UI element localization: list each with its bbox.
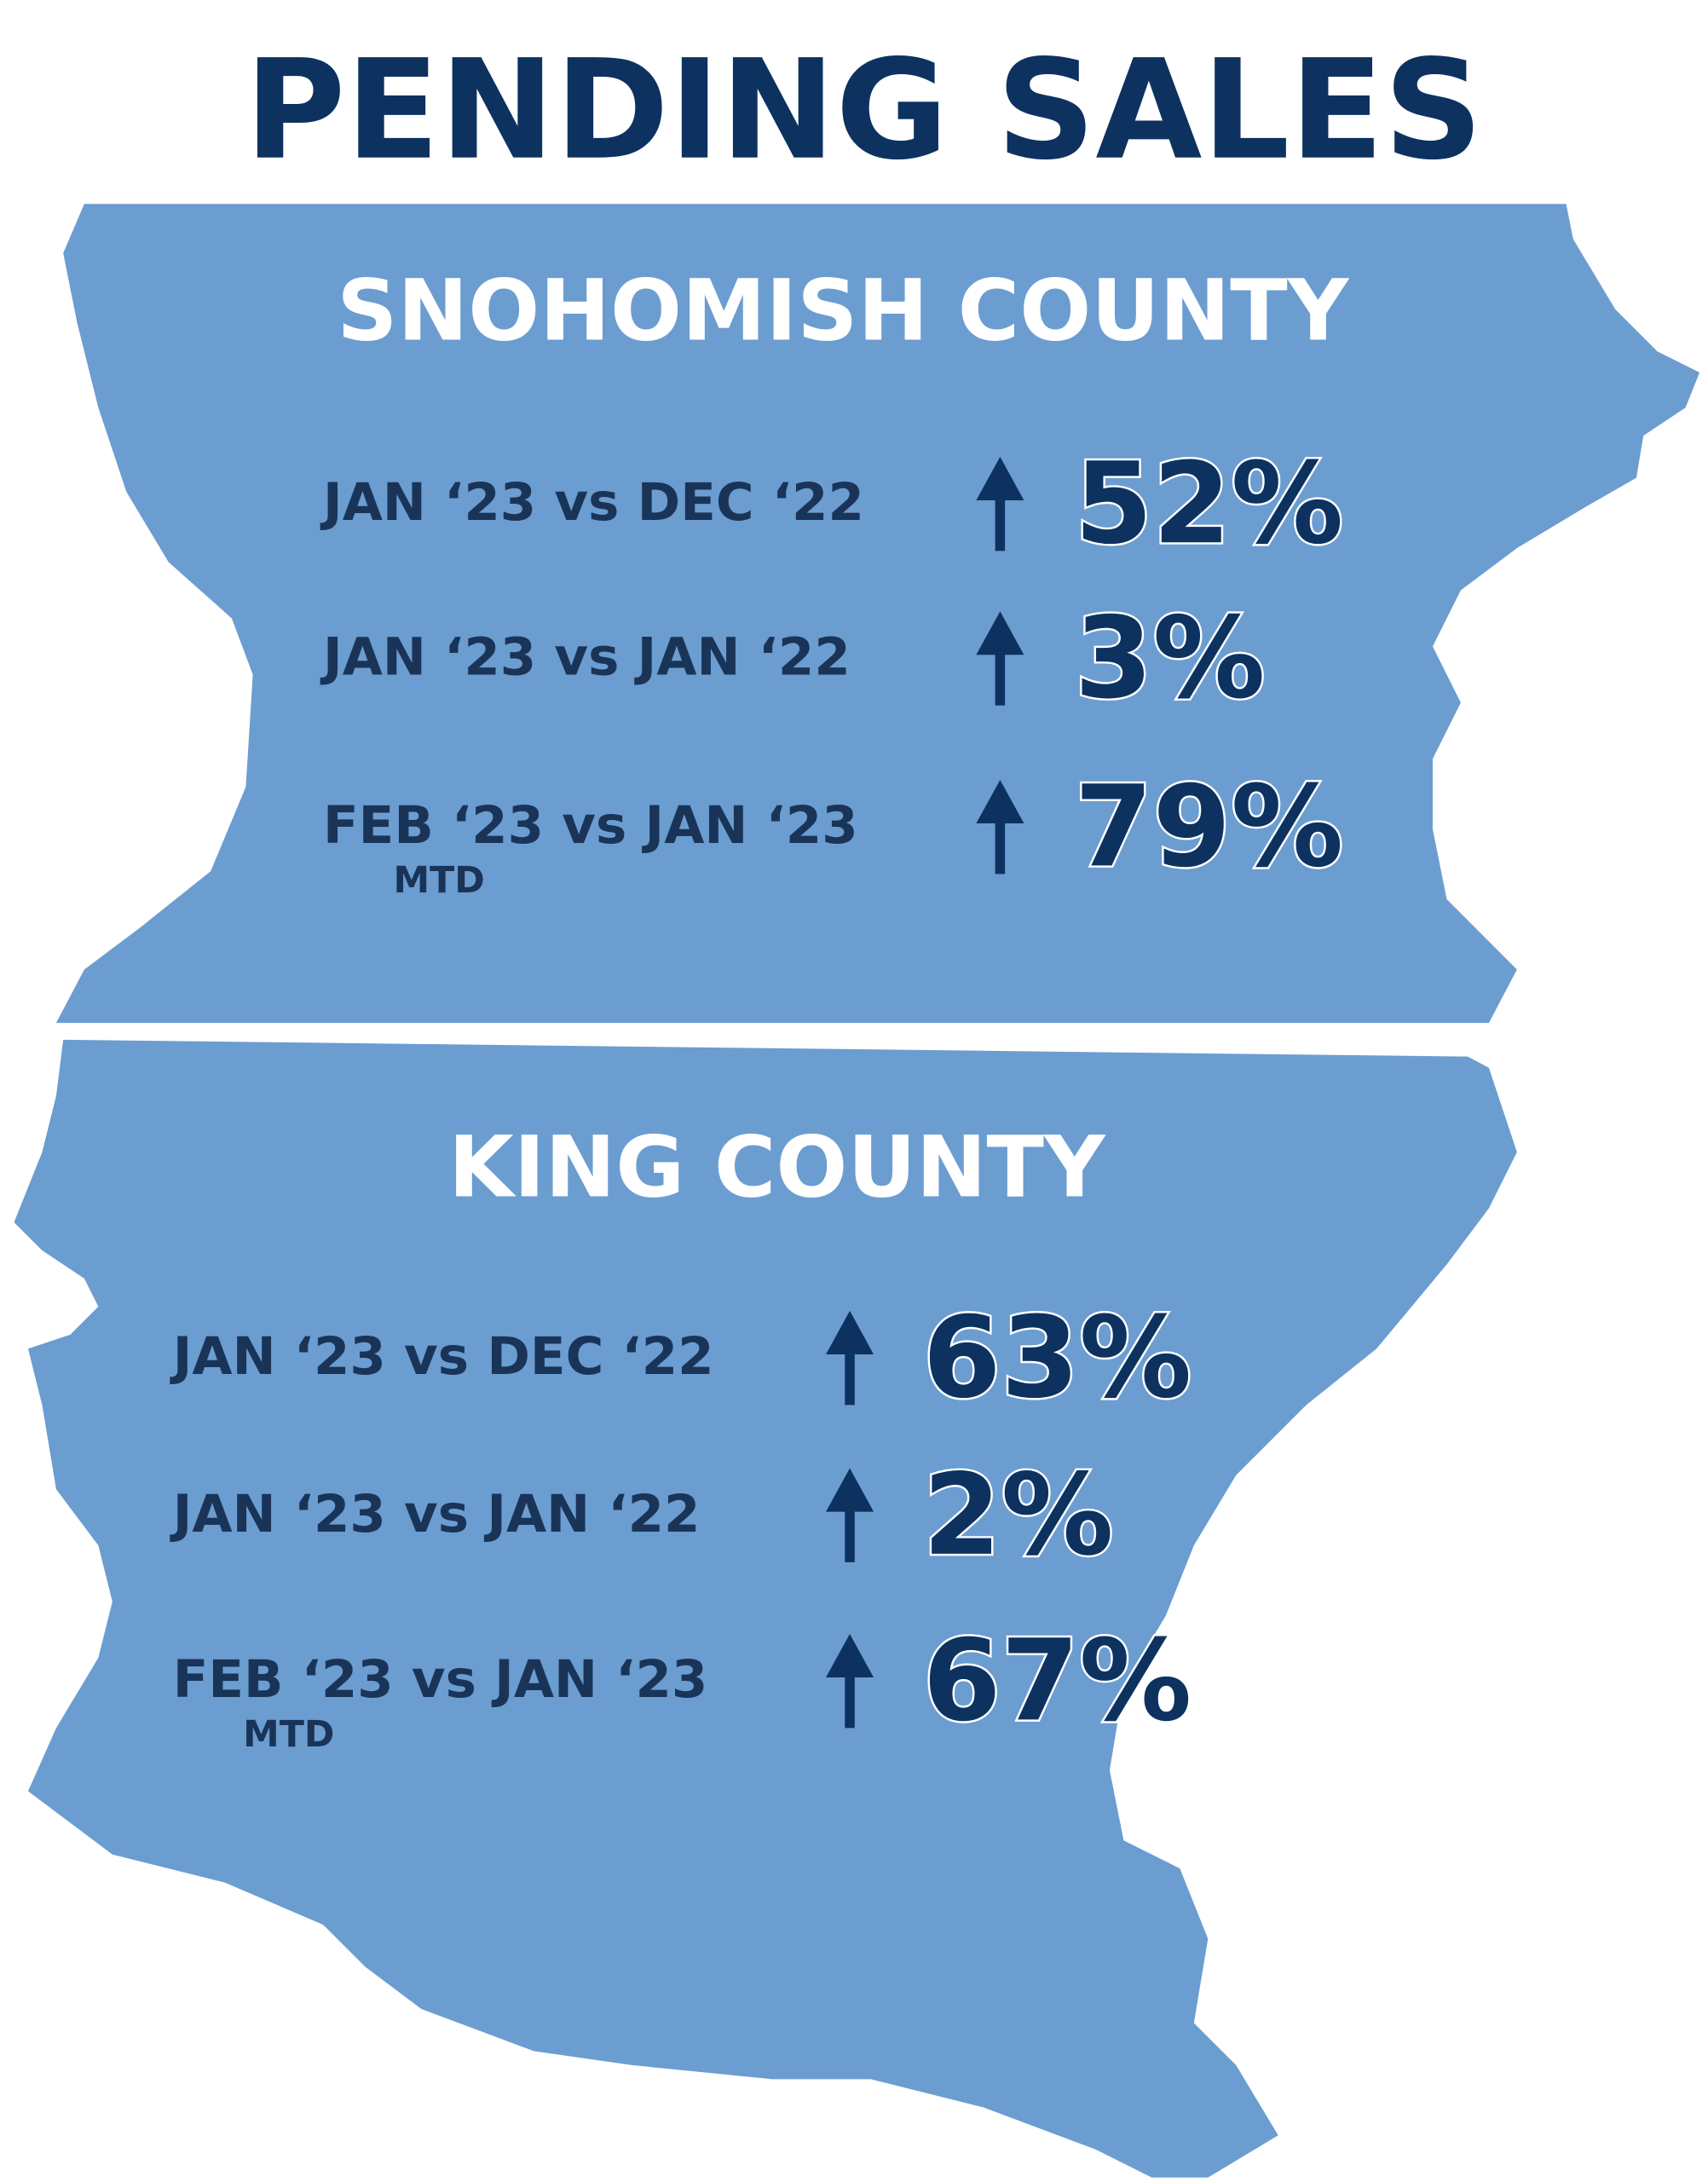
change-value: 79% [1075, 762, 1344, 892]
up-arrow-head [976, 779, 1024, 824]
row-note: MTD [393, 859, 484, 902]
snohomish-map [55, 204, 1700, 1024]
row-label: JAN ‘23 vs JAN ‘22 [170, 1484, 701, 1544]
up-arrow-head [826, 1633, 874, 1678]
change-value: 2% [923, 1451, 1114, 1581]
row-label: JAN ‘23 vs JAN ‘22 [320, 626, 851, 687]
row-label: JAN ‘23 vs DEC ‘22 [170, 1326, 714, 1387]
row-note: MTD [243, 1713, 334, 1756]
change-value: 52% [1075, 439, 1344, 569]
up-arrow-head [826, 1468, 874, 1512]
section-heading: KING COUNTY [448, 1119, 1106, 1217]
king-map [14, 1039, 1517, 2178]
title: PENDING SALES [245, 31, 1483, 191]
up-arrow-head [976, 456, 1024, 501]
row-label: FEB ‘23 vs JAN ‘23 [323, 795, 858, 856]
change-value: 3% [1075, 594, 1266, 724]
change-value: 63% [923, 1293, 1192, 1423]
section-heading: SNOHOMISH COUNTY [337, 262, 1349, 360]
row-label: JAN ‘23 vs DEC ‘22 [320, 472, 864, 533]
change-value: 67% [923, 1616, 1192, 1746]
up-arrow-head [976, 611, 1024, 655]
up-arrow-head [826, 1310, 874, 1355]
row-label: FEB ‘23 vs JAN ‘23 [173, 1649, 708, 1710]
